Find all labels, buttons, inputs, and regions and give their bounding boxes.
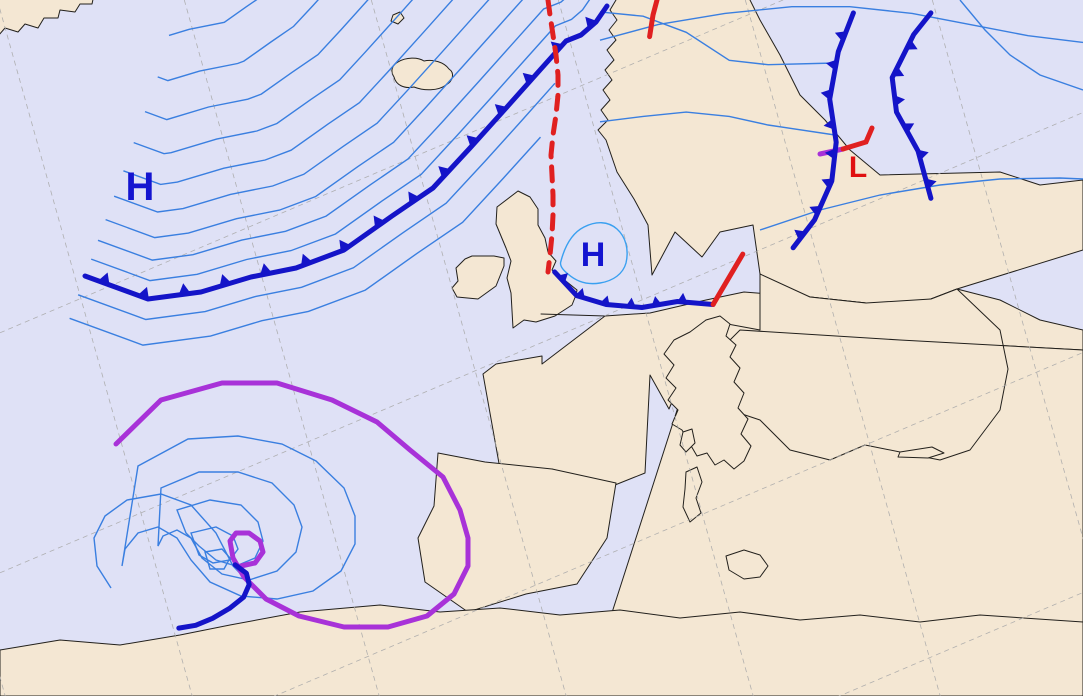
- svg-text:H: H: [581, 236, 606, 274]
- svg-text:H: H: [126, 165, 155, 209]
- svg-text:L: L: [849, 151, 867, 184]
